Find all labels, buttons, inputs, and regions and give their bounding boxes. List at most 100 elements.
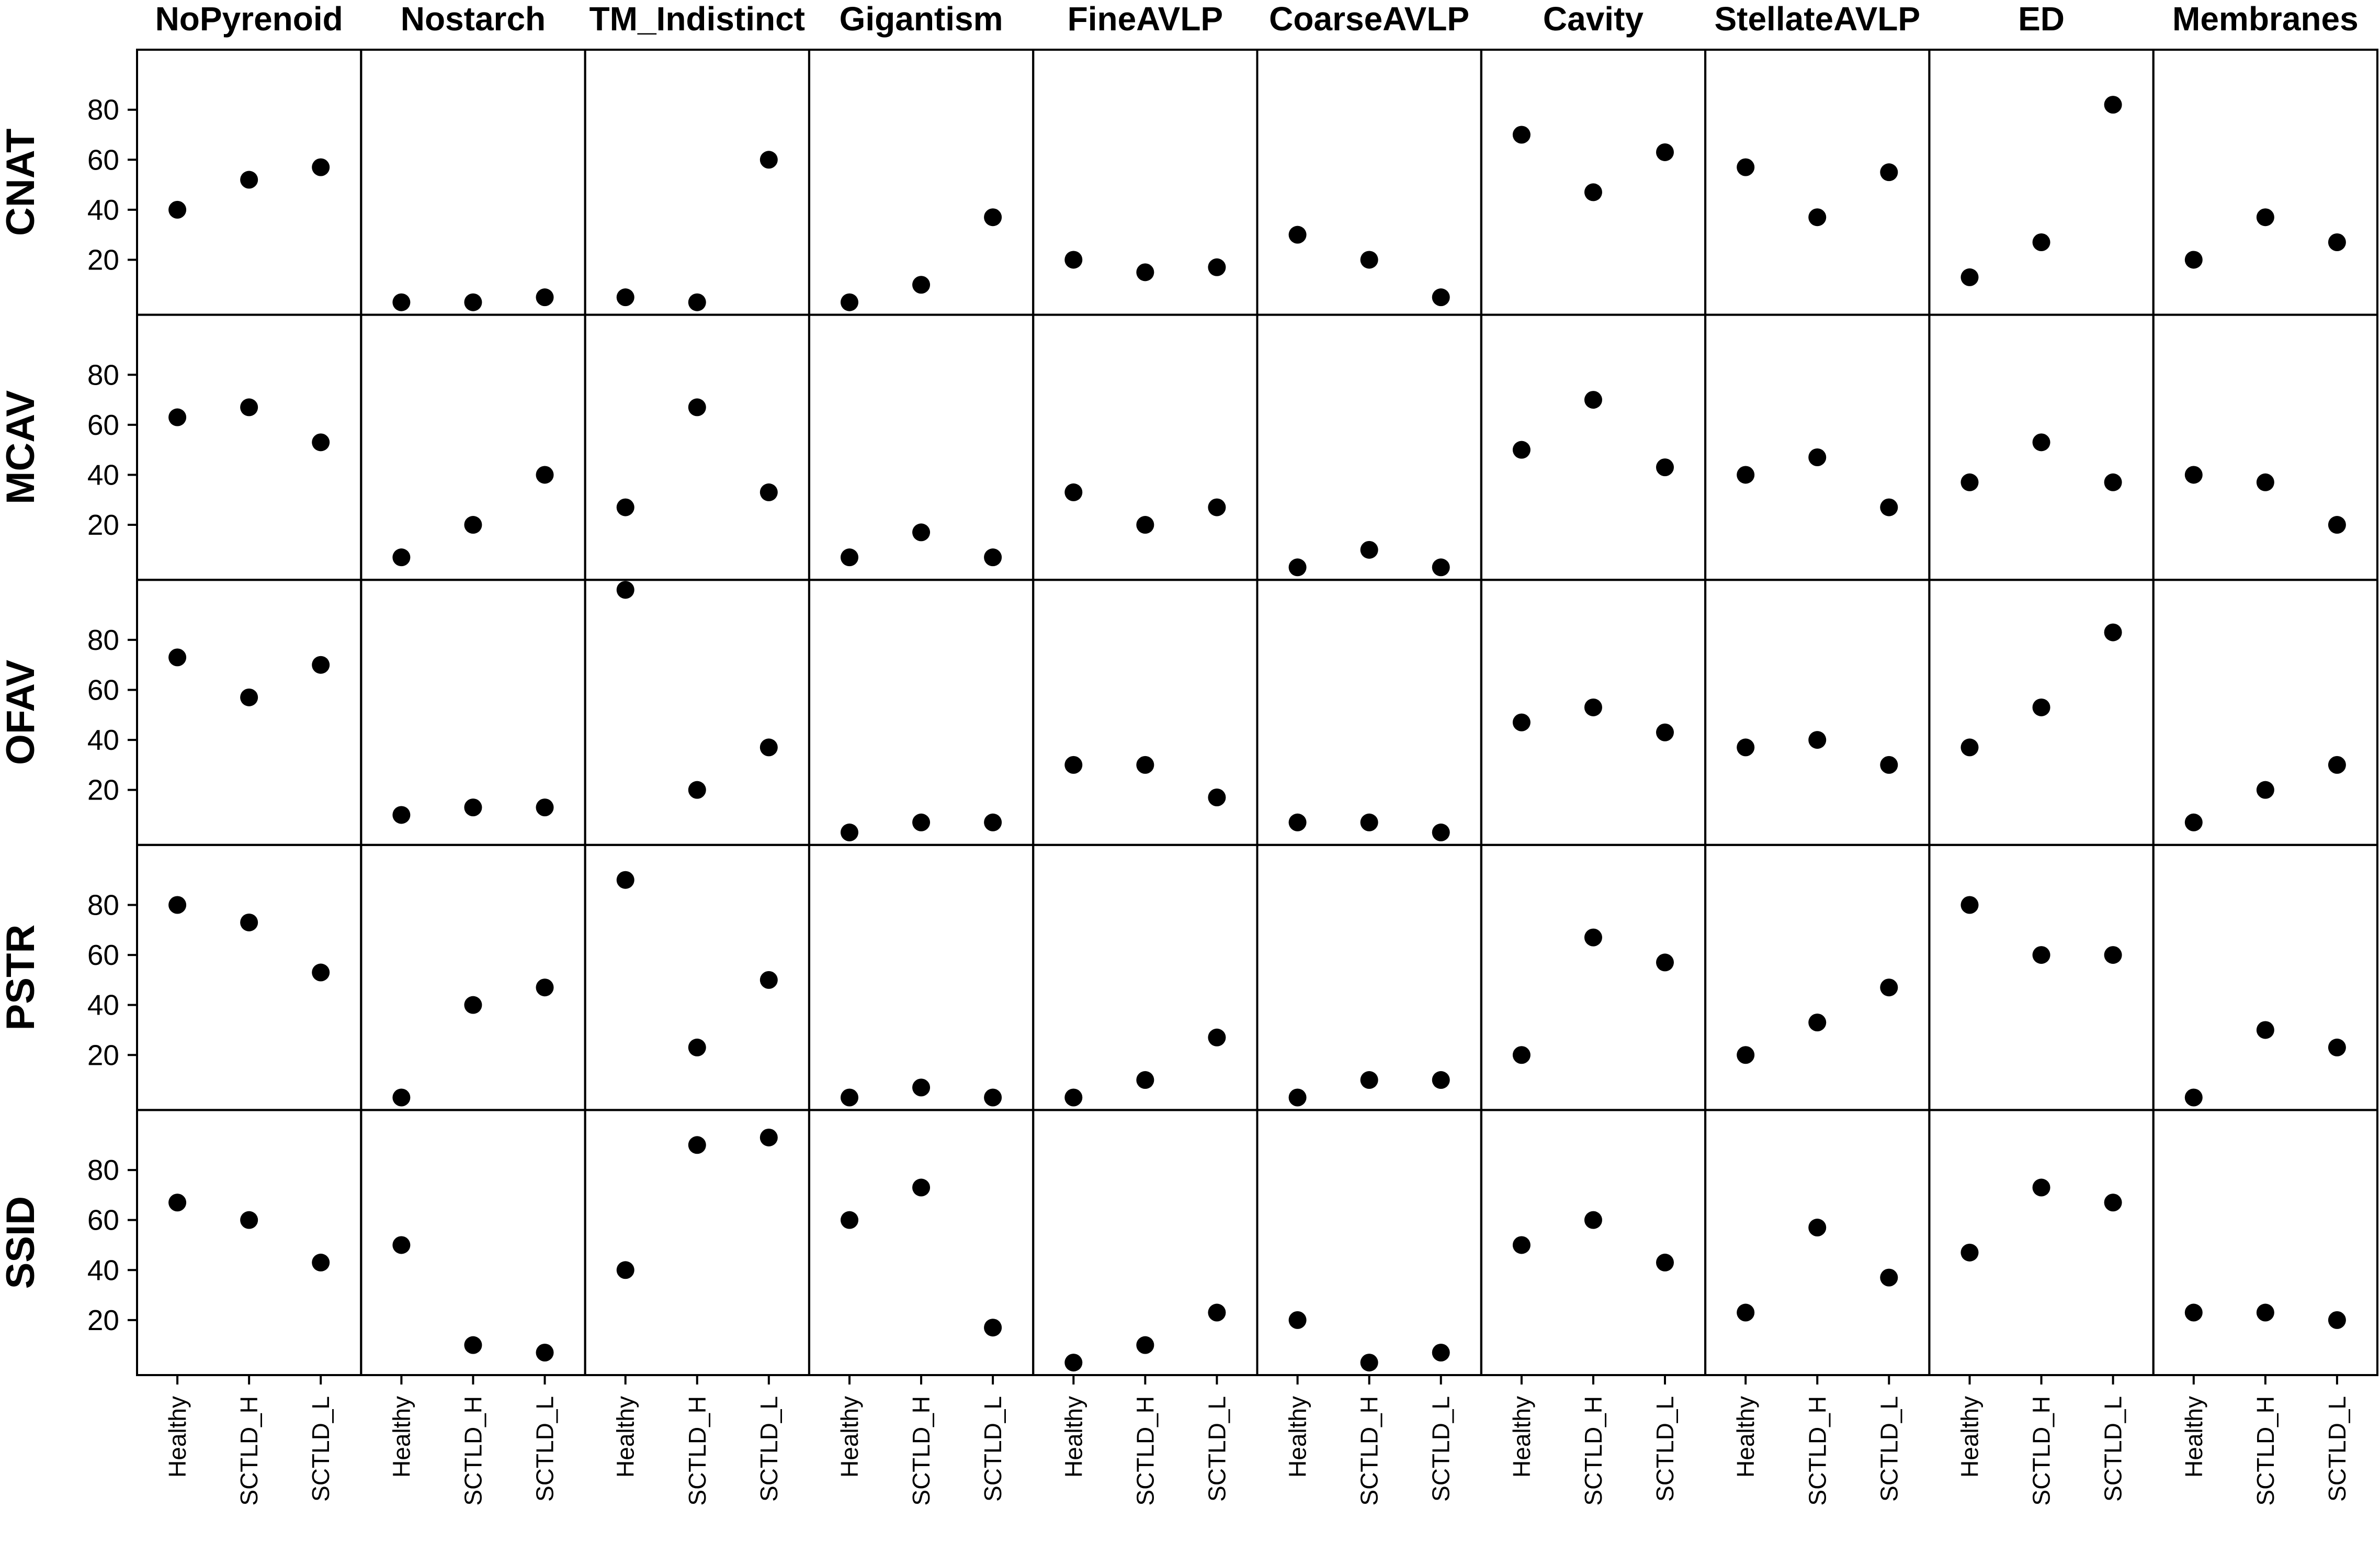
panel-PSTR-Gigantism <box>808 843 1035 1111</box>
column-title: CoarseAVLP <box>1269 0 1469 38</box>
column-title: Membranes <box>2172 0 2359 38</box>
data-point <box>1880 978 1898 997</box>
data-point <box>1737 158 1755 176</box>
x-tick-label: Healthy <box>388 1396 415 1478</box>
row-title: MCAV <box>0 390 43 504</box>
y-tick-label: 20 <box>87 509 119 541</box>
data-point <box>840 293 858 311</box>
data-point <box>1208 788 1226 806</box>
x-tick-label: SCTLD_H <box>908 1396 935 1506</box>
data-point <box>840 1088 858 1107</box>
data-point <box>912 1078 931 1097</box>
data-point <box>2328 1311 2346 1329</box>
x-tick-label: SCTLD_H <box>2252 1396 2279 1506</box>
panel-MCAV-StellateAVLP <box>1704 313 1931 581</box>
data-point <box>1360 1071 1378 1089</box>
panel-SSID-StellateAVLP <box>1704 1109 1931 1376</box>
panel-PSTR-Nostarch <box>360 843 586 1111</box>
data-point <box>1136 1071 1154 1089</box>
data-point <box>616 1261 634 1279</box>
data-point <box>984 1088 1002 1107</box>
data-point <box>984 813 1002 831</box>
x-tick-label: SCTLD_L <box>2100 1396 2127 1502</box>
x-tick-label: SCTLD_L <box>1651 1396 1679 1502</box>
column-title: NoPyrenoid <box>155 0 343 38</box>
y-tick-label: 60 <box>87 939 119 971</box>
data-point <box>1064 251 1083 269</box>
data-point <box>984 1319 1002 1337</box>
data-point <box>912 523 931 542</box>
data-point <box>984 208 1002 227</box>
data-point <box>2104 473 2122 491</box>
data-point <box>1512 713 1531 731</box>
data-point <box>1360 1354 1378 1372</box>
panel-OFAV-NoPyrenoid <box>136 579 362 846</box>
data-point <box>2256 1303 2274 1322</box>
data-point <box>2256 781 2274 799</box>
panel-PSTR-Membranes <box>2152 843 2379 1111</box>
data-point <box>392 548 411 567</box>
data-point <box>168 200 187 219</box>
panel-OFAV-FineAVLP <box>1032 579 1259 846</box>
data-point <box>1208 498 1226 516</box>
data-point <box>2328 756 2346 774</box>
data-point <box>240 1211 258 1229</box>
data-point <box>1656 953 1674 972</box>
x-tick-label: SCTLD_H <box>2028 1396 2055 1506</box>
x-tick-label: SCTLD_H <box>684 1396 711 1506</box>
panel-SSID-CoarseAVLP <box>1256 1109 1482 1376</box>
data-point <box>2032 433 2050 452</box>
data-point <box>1880 756 1898 774</box>
data-point <box>1136 756 1154 774</box>
data-point <box>392 806 411 824</box>
data-point <box>912 1178 931 1197</box>
panel-OFAV-StellateAVLP <box>1704 579 1931 846</box>
data-point <box>2032 233 2050 252</box>
data-point <box>1960 896 1979 914</box>
x-tick-label: SCTLD_L <box>2324 1396 2351 1502</box>
data-point <box>1360 541 1378 559</box>
data-point <box>1880 1268 1898 1287</box>
panel-CNAT-TM_Indistinct <box>584 49 810 316</box>
data-point <box>1288 1088 1307 1107</box>
y-tick-label: 40 <box>87 194 119 226</box>
panel-OFAV-Gigantism <box>808 579 1035 846</box>
data-point <box>1512 1236 1531 1254</box>
data-point <box>2256 208 2274 227</box>
data-point <box>840 548 858 567</box>
data-point <box>2256 1021 2274 1039</box>
data-point <box>312 1253 330 1271</box>
y-tick-label: 60 <box>87 143 119 176</box>
column-title: StellateAVLP <box>1714 0 1920 38</box>
data-point <box>1064 1088 1083 1107</box>
data-point <box>912 813 931 831</box>
data-point <box>1960 1243 1979 1262</box>
data-point <box>840 823 858 841</box>
panel-SSID-ED <box>1928 1109 2155 1376</box>
column-title: ED <box>2018 0 2065 38</box>
x-tick-label: SCTLD_H <box>1804 1396 1831 1506</box>
x-tick-label: Healthy <box>1508 1396 1535 1478</box>
y-tick-label: 40 <box>87 724 119 756</box>
data-point <box>536 978 554 997</box>
data-point <box>688 1136 706 1154</box>
data-point <box>1288 813 1307 831</box>
data-point <box>2184 1303 2203 1322</box>
column-title: Gigantism <box>840 0 1003 38</box>
data-point <box>1737 1046 1755 1064</box>
data-point <box>240 171 258 189</box>
data-point <box>1288 558 1307 577</box>
data-point <box>1960 268 1979 286</box>
x-tick-label: Healthy <box>1956 1396 1983 1478</box>
data-point <box>760 1128 778 1146</box>
panel-PSTR-CoarseAVLP <box>1256 843 1482 1111</box>
data-point <box>688 1038 706 1056</box>
data-point <box>392 293 411 311</box>
data-point <box>1808 1014 1827 1032</box>
y-tick-label: 60 <box>87 1204 119 1236</box>
data-point <box>1064 1354 1083 1372</box>
data-point <box>1808 208 1827 227</box>
data-point <box>1512 126 1531 144</box>
data-point <box>1512 1046 1531 1064</box>
y-tick-label: 80 <box>87 358 119 391</box>
